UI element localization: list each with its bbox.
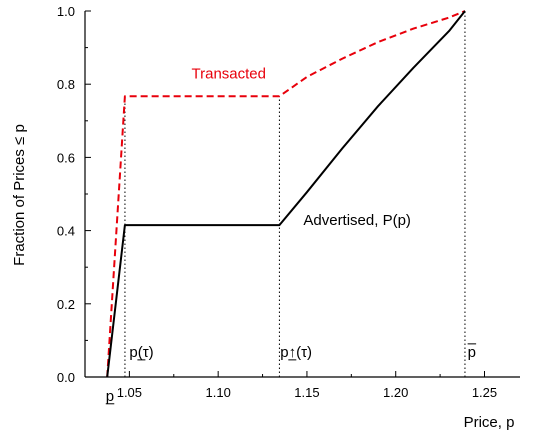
annotation-label: p(τ) (129, 344, 153, 361)
y-tick-label: 0.0 (57, 370, 75, 385)
series-lines (106, 10, 466, 378)
x-tick-label: 1.25 (472, 385, 497, 400)
series-line-transacted (106, 10, 466, 378)
series-line-advertised (106, 10, 466, 378)
annotations: Transacted Advertised, P(p) p(τ) p↑(τ) p p (105, 66, 477, 405)
x-tick-label: 1.20 (383, 385, 408, 400)
annotation-label: p (468, 344, 476, 361)
x-tick-label: 1.05 (117, 385, 142, 400)
annotation-label: p (106, 388, 114, 405)
annotation-label: Transacted (192, 66, 266, 83)
x-tick-label: 1.10 (206, 385, 231, 400)
annotation-label: p↑(τ) (280, 344, 312, 361)
y-tick-label: 0.6 (57, 150, 75, 165)
y-tick-label: 1.0 (57, 4, 75, 19)
y-tick-label: 0.2 (57, 297, 75, 312)
y-tick-label: 0.4 (57, 224, 75, 239)
annotation-label: Advertised, P(p) (303, 212, 411, 229)
axes: 0.0 0.2 0.4 0.6 0.8 1.0 1.05 1.10 1.15 1.20 1.25 (57, 4, 520, 400)
x-tick-label: 1.15 (294, 385, 319, 400)
reference-lines (124, 11, 466, 377)
y-tick-label: 0.8 (57, 77, 75, 92)
x-axis-label: Price, p (464, 414, 515, 431)
y-axis-label: Fraction of Prices ≤ p (11, 124, 28, 266)
